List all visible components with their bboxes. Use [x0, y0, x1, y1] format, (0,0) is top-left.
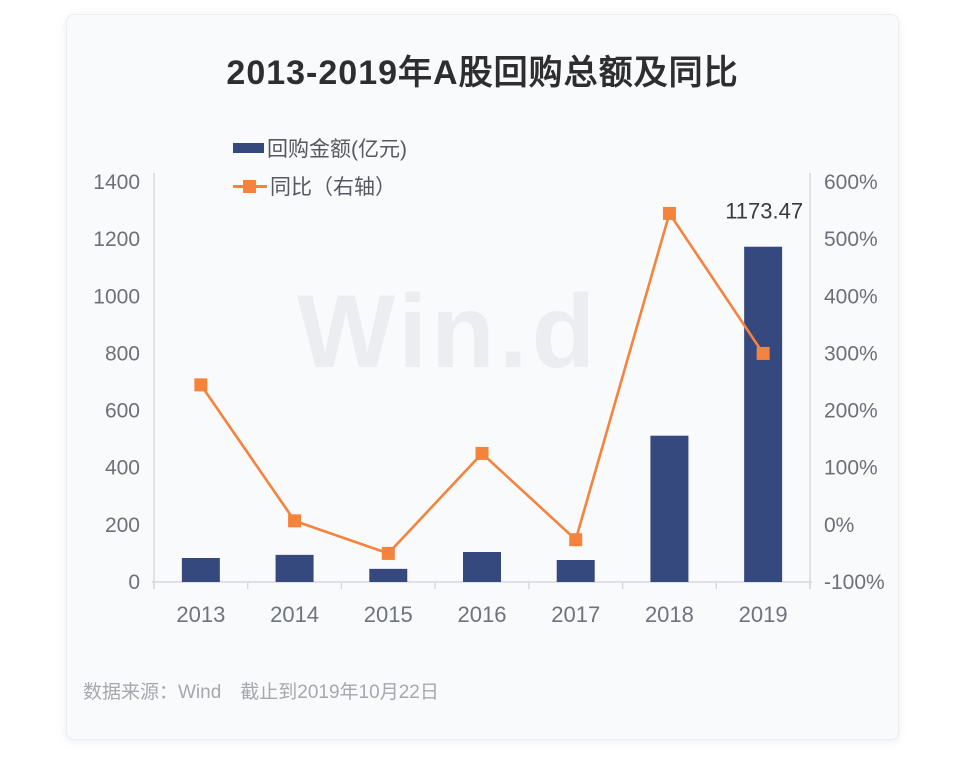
- left-axis-tick-label: 1400: [93, 171, 140, 194]
- legend-item-buyback-amount: 回购金额(亿元): [233, 129, 407, 167]
- yoy-marker-2016: [475, 446, 489, 460]
- bar-series-swatch: [233, 143, 264, 153]
- chart-plot-area: 0 200 400 600 800 1000 1200 1400 -100% 0% 100% 200%…: [93, 171, 885, 627]
- yoy-marker-2019: [756, 346, 770, 360]
- x-axis-category-label: 2015: [364, 602, 413, 627]
- right-axis-tick-label: 500%: [824, 228, 878, 251]
- chart-card: 2013-2019年A股回购总额及同比 Win.d 0 200 400 600 800 1…: [66, 14, 899, 740]
- source-note: 数据来源：Wind 截止到2019年10月22日: [83, 682, 439, 703]
- left-axis-tick-label: 0: [128, 571, 140, 594]
- line-series-label: 同比（右轴）: [270, 176, 396, 199]
- line-series-swatch: [233, 179, 267, 193]
- left-axis-tick-label: 800: [105, 342, 140, 365]
- bar-2018: [650, 435, 689, 582]
- line-series-swatch-marker: [243, 179, 256, 193]
- right-axis-tick-label: 200%: [824, 400, 878, 423]
- x-axis-category-label: 2017: [551, 602, 600, 627]
- right-axis-tick-label: 600%: [824, 171, 878, 194]
- bar-2015: [369, 568, 408, 582]
- wind-watermark: Win.d: [297, 274, 600, 390]
- legend-item-yoy: 同比（右轴）: [233, 167, 407, 205]
- left-axis-tick-label: 400: [105, 457, 140, 480]
- right-axis-tick-label: 400%: [824, 285, 878, 308]
- right-axis-tick-label: -100%: [824, 571, 885, 594]
- yoy-marker-2017: [569, 533, 583, 547]
- bar-2017: [556, 560, 595, 582]
- yoy-marker-2018: [662, 206, 676, 220]
- bar-2013: [181, 558, 220, 582]
- bar-series-label: 回购金额(亿元): [267, 138, 407, 161]
- legend: 回购金额(亿元) 同比（右轴）: [233, 129, 407, 205]
- yoy-marker-2014: [288, 514, 302, 528]
- left-axis-tick-label: 600: [105, 400, 140, 423]
- right-axis-tick-label: 300%: [824, 342, 878, 365]
- x-axis-category-label: 2013: [176, 602, 225, 627]
- bar-2014: [275, 554, 314, 582]
- x-axis-category-label: 2019: [739, 602, 788, 627]
- yoy-marker-2015: [381, 546, 395, 560]
- x-axis-category-label: 2016: [458, 602, 507, 627]
- left-axis-tick-label: 1000: [93, 285, 140, 308]
- x-axis-category-label: 2014: [270, 602, 319, 627]
- yoy-marker-2013: [194, 378, 208, 392]
- left-axis-tick-label: 1200: [93, 228, 140, 251]
- bar-value-label: 1173.47: [725, 199, 803, 224]
- x-axis-category-label: 2018: [645, 602, 694, 627]
- left-axis-tick-label: 200: [105, 514, 140, 537]
- chart-title: 2013-2019年A股回购总额及同比: [226, 54, 739, 92]
- bar-2019: [744, 246, 783, 583]
- right-axis-tick-label: 100%: [824, 457, 878, 480]
- bar-2016: [463, 552, 501, 582]
- right-axis-tick-label: 0%: [824, 514, 854, 537]
